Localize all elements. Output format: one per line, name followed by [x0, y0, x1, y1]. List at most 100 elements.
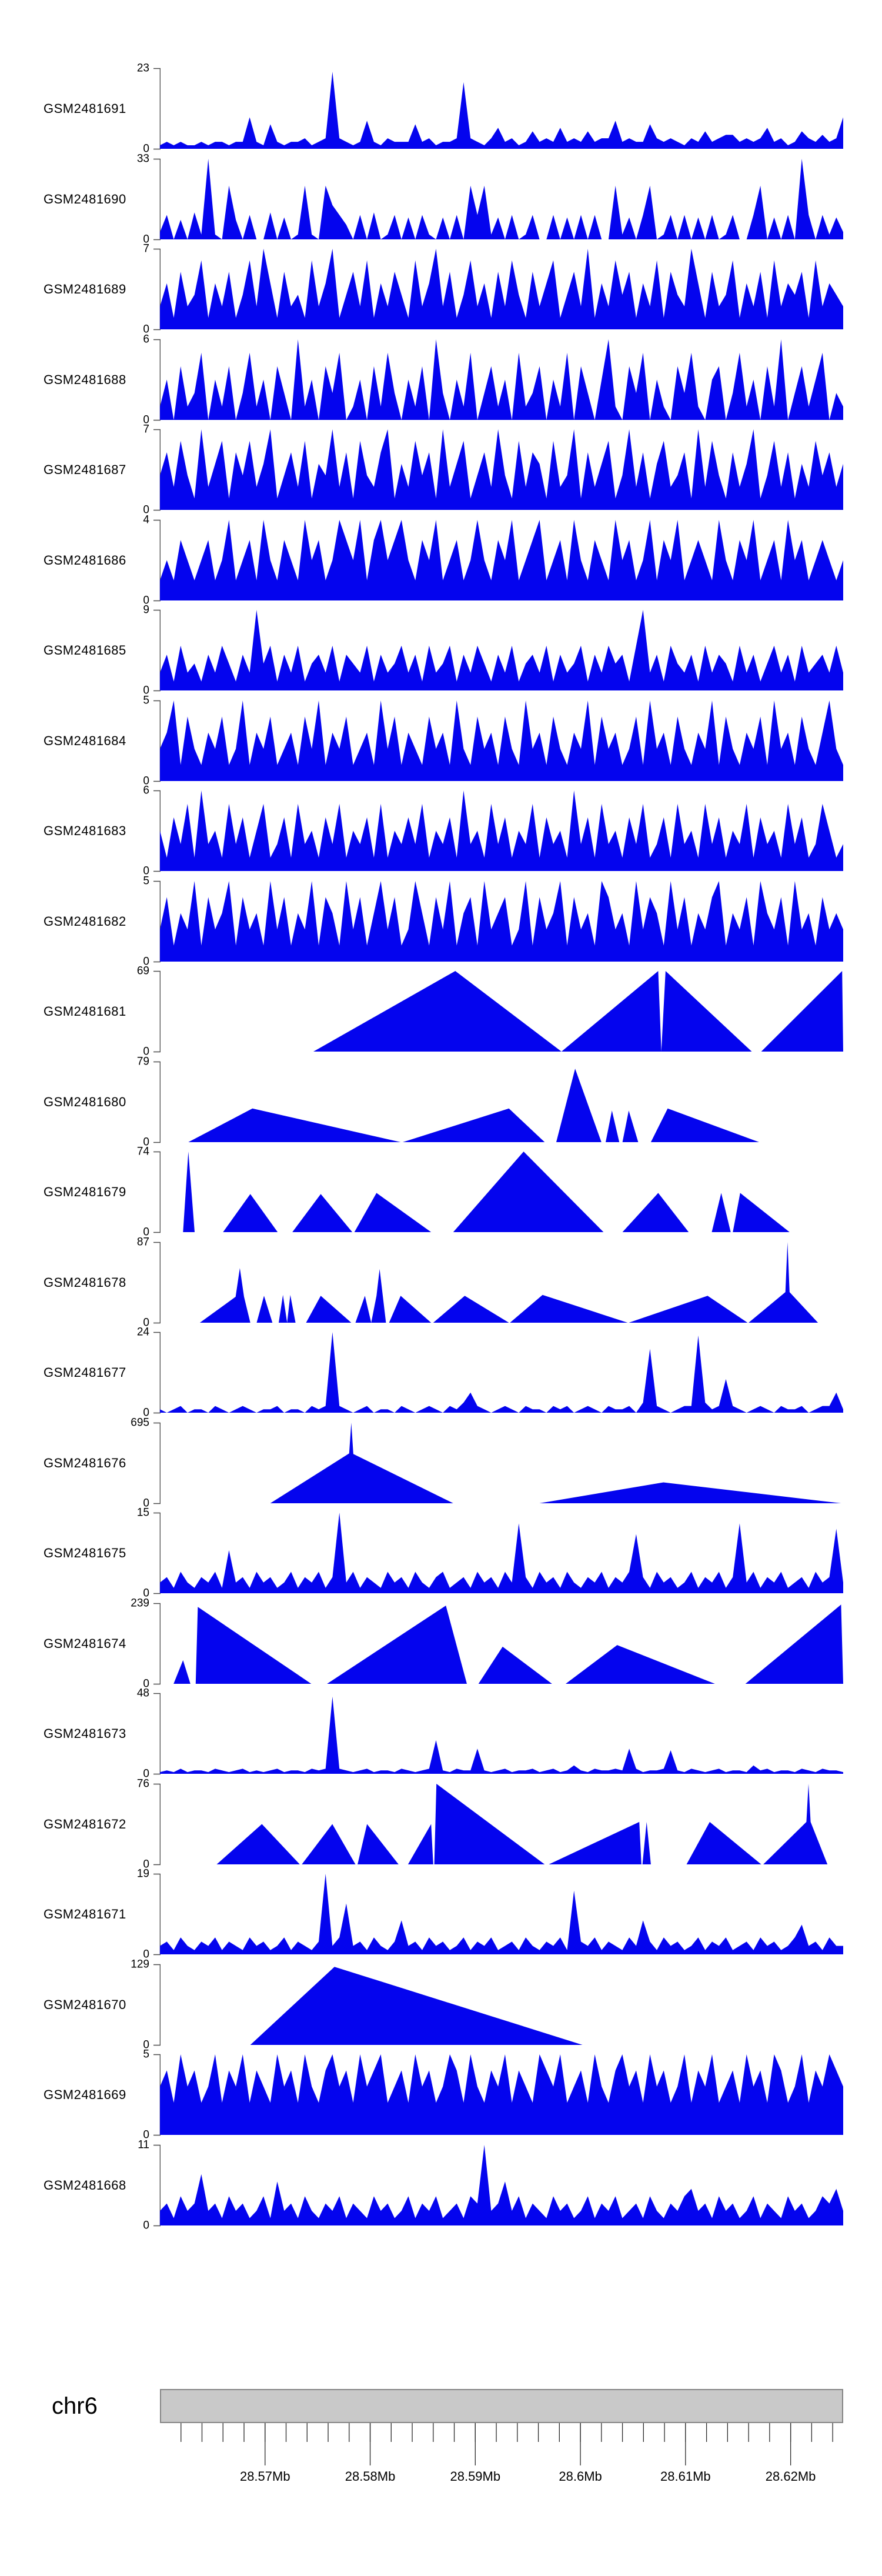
data-track-row: GSM2481679 74 0 [0, 1146, 882, 1238]
track-yaxis-max-label: 7 [143, 423, 149, 436]
axis-tick-label: 28.58Mb [345, 2469, 396, 2484]
track-sample-label: GSM2481671 [44, 1907, 126, 1921]
track-yaxis-bracket [153, 429, 161, 511]
track-yaxis-max-label: 33 [136, 152, 149, 165]
track-yaxis-zero-label: 0 [143, 1136, 149, 1148]
track-yaxis-zero-label: 0 [143, 1587, 149, 1600]
signal-polygon [160, 429, 843, 510]
signal-polygon [160, 1696, 843, 1774]
yaxis-bracket-line [153, 1061, 161, 1143]
track-yaxis-bracket [153, 700, 161, 782]
track-yaxis-bracket [153, 1332, 161, 1414]
track-sample-label: GSM2481688 [44, 372, 126, 387]
track-sample-label: GSM2481683 [44, 823, 126, 838]
yaxis-bracket-line [153, 1332, 161, 1414]
track-yaxis-bracket [153, 2144, 161, 2226]
track-yaxis-zero-label: 0 [143, 1948, 149, 1961]
data-track-row: GSM2481691 23 0 [0, 63, 882, 155]
yaxis-bracket-line [153, 880, 161, 962]
yaxis-bracket-line [153, 700, 161, 782]
data-track-row: GSM2481669 5 0 [0, 2049, 882, 2141]
track-yaxis-max-label: 15 [136, 1506, 149, 1519]
track-yaxis-max-label: 6 [143, 784, 149, 797]
track-sample-label: GSM2481680 [44, 1094, 126, 1109]
track-sample-label: GSM2481674 [44, 1636, 126, 1651]
signal-polygon [160, 1783, 843, 1864]
track-signal-area [160, 72, 843, 149]
track-yaxis-bracket [153, 790, 161, 872]
yaxis-bracket-line [153, 1783, 161, 1865]
axis-tick-label: 28.6Mb [559, 2469, 602, 2484]
data-track-row: GSM2481680 79 0 [0, 1056, 882, 1147]
track-yaxis-bracket [153, 1512, 161, 1594]
track-sample-label: GSM2481669 [44, 2087, 126, 2102]
track-sample-label: GSM2481684 [44, 733, 126, 748]
track-yaxis-max-label: 6 [143, 333, 149, 345]
yaxis-bracket-line [153, 248, 161, 331]
signal-polygon [160, 610, 843, 690]
axis-tick-label: 28.59Mb [450, 2469, 500, 2484]
signal-polygon [160, 339, 843, 420]
track-signal-area [160, 2054, 843, 2135]
track-sample-label: GSM2481677 [44, 1365, 126, 1380]
track-yaxis-max-label: 5 [143, 875, 149, 887]
track-sample-label: GSM2481670 [44, 1997, 126, 2012]
track-yaxis-zero-label: 0 [143, 2038, 149, 2051]
data-track-row: GSM2481681 69 0 [0, 966, 882, 1057]
yaxis-bracket-line [153, 429, 161, 511]
yaxis-bracket-line [153, 2144, 161, 2226]
yaxis-bracket-line [153, 1964, 161, 2046]
track-yaxis-max-label: 23 [136, 62, 149, 75]
track-yaxis-bracket [153, 339, 161, 421]
track-signal-area [160, 429, 843, 510]
track-yaxis-max-label: 7 [143, 242, 149, 255]
track-yaxis-bracket [153, 158, 161, 240]
axis-tick-label: 28.61Mb [660, 2469, 711, 2484]
signal-polygon [160, 1422, 843, 1503]
track-yaxis-max-label: 11 [138, 2138, 149, 2151]
data-track-row: GSM2481678 87 0 [0, 1236, 882, 1328]
track-yaxis-zero-label: 0 [143, 1406, 149, 1419]
yaxis-bracket-line [153, 790, 161, 872]
track-sample-label: GSM2481687 [44, 462, 126, 477]
track-signal-area [160, 1332, 843, 1413]
data-track-row: GSM2481672 76 0 [0, 1778, 882, 1870]
track-yaxis-max-label: 5 [143, 2048, 149, 2061]
track-yaxis-bracket [153, 1603, 161, 1684]
track-signal-area [160, 1783, 843, 1864]
track-sample-label: GSM2481685 [44, 643, 126, 658]
signal-polygon [160, 790, 843, 871]
track-yaxis-bracket [153, 609, 161, 692]
track-yaxis-bracket [153, 1693, 161, 1775]
data-track-row: GSM2481675 15 0 [0, 1507, 882, 1599]
track-yaxis-zero-label: 0 [143, 1497, 149, 1509]
track-yaxis-bracket [153, 1242, 161, 1323]
track-yaxis-zero-label: 0 [143, 1858, 149, 1870]
track-yaxis-max-label: 76 [136, 1777, 149, 1790]
track-yaxis-zero-label: 0 [143, 233, 149, 245]
track-signal-area [160, 249, 843, 329]
track-sample-label: GSM2481691 [44, 101, 126, 116]
track-yaxis-zero-label: 0 [143, 503, 149, 516]
data-track-row: GSM2481682 5 0 [0, 875, 882, 967]
track-yaxis-max-label: 74 [136, 1145, 149, 1158]
yaxis-bracket-line [153, 2054, 161, 2136]
track-yaxis-max-label: 9 [143, 603, 149, 616]
signal-polygon [160, 1068, 843, 1142]
track-yaxis-bracket [153, 519, 161, 601]
track-signal-area [160, 1966, 843, 2045]
signal-polygon [160, 72, 843, 149]
track-signal-area [160, 610, 843, 690]
track-sample-label: GSM2481672 [44, 1816, 126, 1831]
track-yaxis-bracket [153, 1964, 161, 2046]
track-sample-label: GSM2481690 [44, 191, 126, 206]
track-yaxis-zero-label: 0 [143, 2219, 149, 2231]
data-track-row: GSM2481689 7 0 [0, 243, 882, 335]
track-signal-area [160, 880, 843, 962]
chromosome-label: chr6 [52, 2393, 98, 2419]
track-signal-area [160, 1513, 843, 1593]
signal-polygon [160, 1966, 843, 2045]
data-track-row: GSM2481687 7 0 [0, 424, 882, 516]
track-yaxis-zero-label: 0 [143, 323, 149, 336]
data-track-row: GSM2481690 33 0 [0, 153, 882, 245]
